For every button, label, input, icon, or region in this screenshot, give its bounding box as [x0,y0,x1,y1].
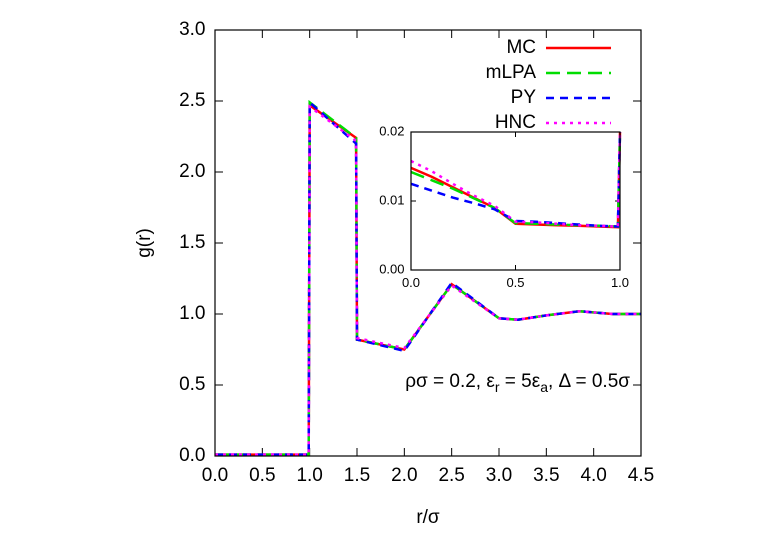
annotation-part: = 5ε [500,371,541,392]
series-line [215,104,641,456]
legend-label: MC [506,37,536,58]
plot-frame [410,131,621,271]
legend-label: HNC [495,112,536,133]
x-tick-label: 1.0 [296,465,322,486]
x-tick-label: 0.0 [402,275,420,290]
annotation-part: r [495,379,500,395]
x-tick-label: 1.5 [344,465,370,486]
y-tick-label: 0.00 [379,261,404,276]
y-axis-label: g(r) [134,228,155,258]
y-tick-label: 0.0 [179,445,205,466]
x-tick-label: 0.5 [506,275,524,290]
x-tick-label: 4.0 [580,465,606,486]
y-tick-label: 2.5 [179,90,205,111]
plot-frame [214,29,642,457]
x-tick-label: 0.0 [202,465,228,486]
x-tick-label: 0.5 [249,465,275,486]
y-tick-label: 2.0 [179,161,205,182]
y-tick-label: 1.5 [179,232,205,253]
y-tick-label: 1.0 [179,303,205,324]
y-tick-label: 0.02 [379,123,404,138]
plot-area [411,132,620,270]
y-tick-label: 0.01 [379,192,404,207]
x-tick-label: 4.5 [628,465,654,486]
x-tick-label: 2.0 [391,465,417,486]
series-line [410,131,622,228]
x-tick-label: 1.0 [611,275,629,290]
annotation-part: , Δ = 0.5σ [548,371,630,392]
annotation-part: ρσ = 0.2, ε [405,371,495,392]
x-tick-label: 3.5 [533,465,559,486]
y-tick-label: 3.0 [179,19,205,40]
series-line [410,131,622,228]
y-tick-label: 0.5 [179,374,205,395]
x-tick-label: 3.0 [486,465,512,486]
x-axis-label: r/σ [416,507,440,528]
annotation: ρσ = 0.2, εr = 5εa, Δ = 0.5σ [405,371,630,395]
legend-label: mLPA [486,62,537,83]
legend-label: PY [511,87,537,108]
x-tick-label: 2.5 [438,465,464,486]
annotation-part: a [540,379,548,395]
